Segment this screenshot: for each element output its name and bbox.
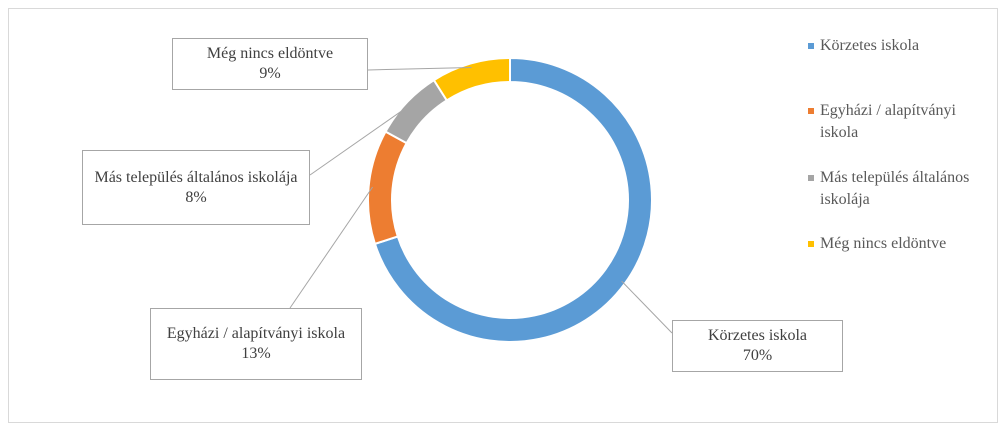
data-label-value: 13% [241, 345, 271, 362]
data-label: Más település általános iskolája 8% [82, 150, 310, 225]
legend-label: Még nincs eldöntve [820, 235, 947, 252]
data-label-category: Még nincs eldöntve [206, 45, 334, 62]
donut-slice [432, 56, 511, 102]
data-label-category: Egyházi / alapítványi iskola [166, 325, 346, 342]
legend-swatch [808, 43, 814, 49]
leader-line [621, 280, 673, 334]
legend-swatch [808, 108, 814, 114]
donut-slice [384, 78, 449, 145]
data-label: Körzetes iskola 70% [672, 320, 843, 372]
data-label-value: 70% [742, 347, 773, 364]
legend-label: Egyházi / alapítványi iskola [820, 102, 956, 141]
data-label-category: Körzetes iskola [707, 327, 808, 344]
legend-entry: Más település általános iskolája [808, 167, 993, 211]
legend-entry: Még nincs eldöntve [808, 233, 993, 255]
data-label-value: 9% [259, 65, 281, 82]
legend-swatch [808, 175, 814, 181]
data-label-value: 8% [185, 188, 207, 206]
legend-label: Más település általános iskolája [820, 169, 970, 208]
legend-label: Körzetes iskola [820, 37, 920, 54]
chart-frame [8, 8, 998, 423]
donut-slice [373, 56, 653, 343]
leader-line [367, 66, 472, 71]
donut-slice [367, 130, 408, 246]
legend-entry: Egyházi / alapítványi iskola [808, 100, 993, 144]
data-label: Egyházi / alapítványi iskola 13% [150, 308, 362, 380]
legend-entry: Körzetes iskola [808, 35, 993, 57]
leader-line [309, 105, 410, 176]
data-label: Még nincs eldöntve 9% [172, 38, 368, 90]
legend-swatch [808, 241, 814, 247]
leader-line [289, 186, 374, 309]
data-label-category: Más település általános iskolája [94, 168, 298, 186]
